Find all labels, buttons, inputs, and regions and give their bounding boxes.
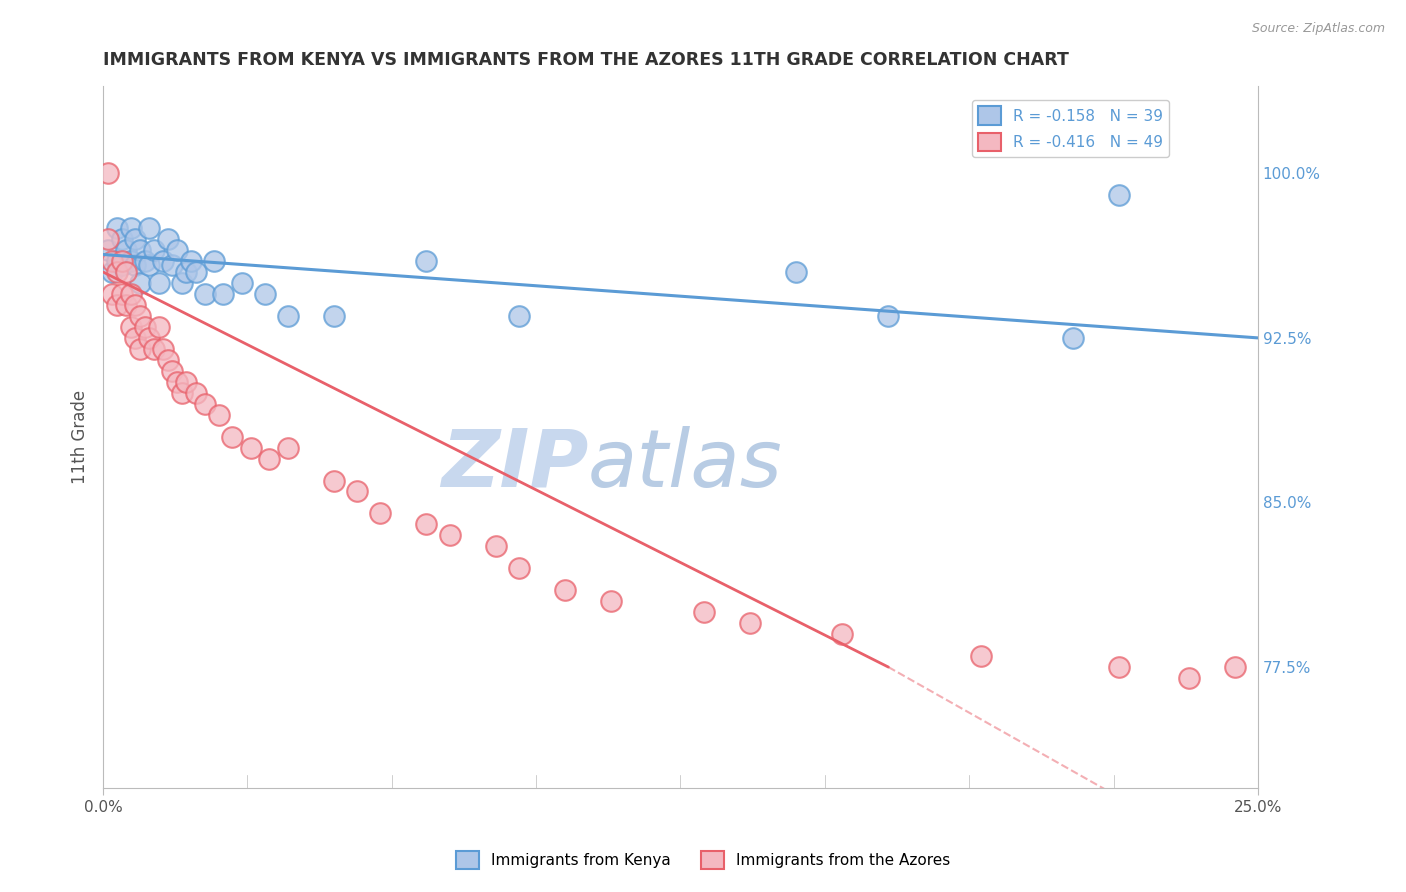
Point [692,605,714,619]
Point [415,254,437,268]
Point [120,287,142,301]
Point [970,649,993,664]
Point [738,616,761,631]
Point [105,254,128,268]
Point [277,441,299,455]
Point [1177,671,1199,685]
Point [508,309,530,323]
Point [138,259,160,273]
Point [124,232,146,246]
Point [1108,188,1130,202]
Point [105,265,128,279]
Point [129,243,152,257]
Point [101,287,124,301]
Point [162,259,184,273]
Point [166,243,188,257]
Point [110,259,132,273]
Point [1108,660,1130,674]
Point [508,561,530,575]
Point [105,221,128,235]
Point [323,309,346,323]
Point [134,254,156,268]
Y-axis label: 11th Grade: 11th Grade [72,390,89,483]
Point [110,232,132,246]
Point [124,259,146,273]
Point [129,276,152,290]
Point [148,319,170,334]
Text: atlas: atlas [588,425,783,504]
Point [554,583,576,598]
Point [785,265,807,279]
Point [1062,331,1084,345]
Point [97,166,120,180]
Point [277,309,299,323]
Point [115,243,138,257]
Point [152,254,174,268]
Point [97,232,120,246]
Point [600,594,623,608]
Text: ZIP: ZIP [440,425,588,504]
Point [485,540,508,554]
Legend: Immigrants from Kenya, Immigrants from the Azores: Immigrants from Kenya, Immigrants from t… [450,845,956,875]
Point [174,265,197,279]
Point [101,254,124,268]
Point [194,287,217,301]
Point [115,298,138,312]
Point [831,627,853,641]
Point [439,528,461,542]
Point [110,287,132,301]
Point [207,408,229,422]
Point [124,298,146,312]
Point [152,342,174,356]
Point [1223,660,1246,674]
Point [184,265,207,279]
Point [138,331,160,345]
Point [148,276,170,290]
Point [142,243,165,257]
Point [180,254,202,268]
Point [120,254,142,268]
Point [253,287,276,301]
Point [170,385,193,400]
Point [129,342,152,356]
Point [120,221,142,235]
Point [323,474,346,488]
Point [162,364,184,378]
Point [156,232,179,246]
Text: IMMIGRANTS FROM KENYA VS IMMIGRANTS FROM THE AZORES 11TH GRADE CORRELATION CHART: IMMIGRANTS FROM KENYA VS IMMIGRANTS FROM… [103,51,1069,69]
Point [170,276,193,290]
Point [97,243,120,257]
Point [346,484,368,499]
Point [415,517,437,532]
Point [134,319,156,334]
Point [202,254,225,268]
Point [110,254,132,268]
Point [239,441,262,455]
Point [368,507,391,521]
Point [124,331,146,345]
Point [142,342,165,356]
Point [101,265,124,279]
Point [212,287,235,301]
Point [231,276,253,290]
Point [877,309,900,323]
Text: Source: ZipAtlas.com: Source: ZipAtlas.com [1251,22,1385,36]
Point [194,397,217,411]
Point [221,429,243,443]
Point [156,352,179,367]
Legend: R = -0.158   N = 39, R = -0.416   N = 49: R = -0.158 N = 39, R = -0.416 N = 49 [972,100,1170,157]
Point [174,375,197,389]
Point [138,221,160,235]
Point [259,451,281,466]
Point [129,309,152,323]
Point [120,319,142,334]
Point [166,375,188,389]
Point [184,385,207,400]
Point [105,298,128,312]
Point [115,265,138,279]
